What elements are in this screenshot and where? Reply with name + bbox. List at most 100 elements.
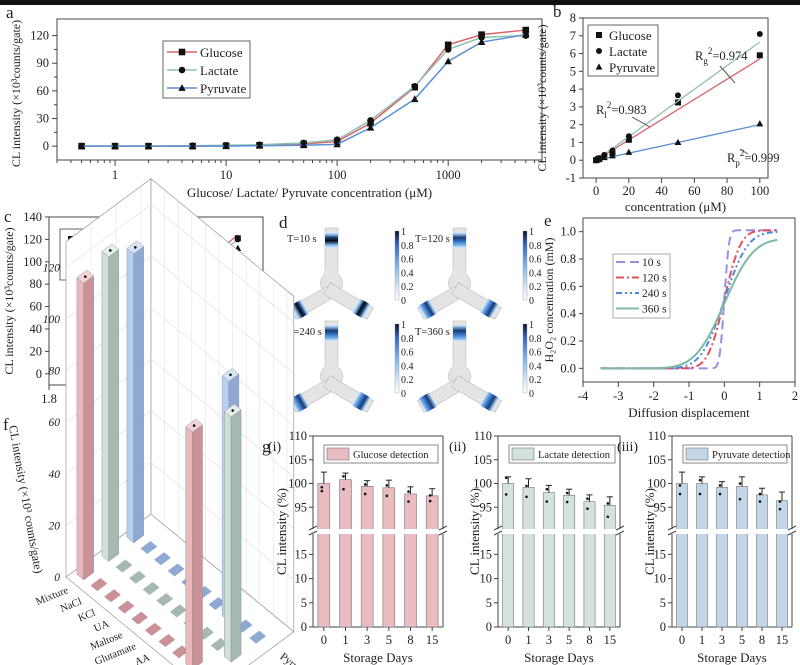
y-tick-label: 80 (30, 277, 43, 291)
bar-base (90, 578, 108, 592)
bar-base (169, 604, 187, 618)
y-tick-label: 30 (37, 112, 50, 126)
replicate-point (407, 500, 410, 503)
superscript: 2 (607, 100, 612, 110)
replicate-point (545, 500, 549, 503)
y-tick-label: 100 (473, 477, 492, 491)
colorbar-tick-label: 0.6 (401, 255, 414, 266)
y-tick-label: 95 (480, 500, 493, 514)
bar-lactate-lactate (223, 403, 242, 663)
z-tick-label: 80 (49, 366, 61, 378)
annotation-leader (631, 116, 651, 128)
bar (542, 492, 555, 628)
y-axis-label: CL intensity (×10³counts/gate) (9, 20, 23, 167)
y-tick-label: 0 (43, 139, 49, 153)
y-axis-label: CL intensity (×10³counts/gate) (535, 24, 549, 171)
y-tick-label: 10 (295, 572, 308, 586)
data-point (756, 31, 763, 37)
bar-lactate-ua (142, 581, 160, 595)
snapshot-time-label: T=240 s (287, 327, 322, 338)
x-axis-label: Storage Days (524, 650, 594, 665)
legend-marker (178, 84, 186, 91)
y-tick-label: 8 (570, 11, 576, 25)
r-squared-annotation: Rg2=0.974 (695, 46, 748, 66)
axis-break-mark (615, 525, 625, 531)
y-tick-label: -1 (566, 171, 576, 185)
series-line (81, 29, 526, 147)
r-squared-value: =0.999 (744, 151, 779, 165)
x-tick-label: 0 (321, 633, 327, 647)
y-tick-label: 120 (23, 232, 42, 246)
y-tick-label: 0.8 (560, 252, 576, 266)
annotation-leader (739, 148, 749, 155)
bar (676, 483, 688, 628)
axis-break-mark (615, 530, 625, 536)
x-tick-label: 100 (750, 184, 769, 198)
x-tick-label: -4 (578, 389, 589, 403)
data-point (478, 34, 485, 41)
bar-side-face (83, 275, 94, 581)
colorbar-tick-label: 0.8 (401, 241, 414, 252)
x-tick-label: 1 (112, 168, 118, 182)
bar-base (249, 630, 267, 644)
colorbar-tick-label: 0 (401, 296, 406, 307)
x-tick-label: 1 (342, 633, 348, 647)
y-tick-label: 100 (647, 477, 666, 491)
bar-glucose-aa (158, 634, 176, 648)
snapshot-time-label: T=360 s (415, 327, 450, 338)
y-tick-label: 5 (301, 596, 307, 610)
data-point (444, 46, 452, 53)
y-tick-label: 1 (570, 135, 576, 149)
replicate-point (586, 507, 589, 510)
bar-base (129, 570, 146, 584)
colorbar-scale (522, 230, 528, 301)
r-squared-value: =0.983 (611, 103, 646, 117)
data-point (300, 141, 308, 149)
legend-marker (178, 48, 186, 56)
legend: 10 s 120 s 240 s 360 s (612, 253, 671, 319)
concentration-band-right (479, 391, 500, 412)
bar-base (140, 541, 158, 555)
replicate-point (606, 515, 610, 519)
y-axis-label: CL intensity (%) (642, 488, 657, 575)
bar (696, 483, 708, 628)
y-tick-label: 1.0 (560, 225, 576, 239)
replicate-point (385, 494, 389, 498)
y-tick-label: 110 (289, 429, 307, 443)
legend-frame (682, 444, 788, 464)
fit-line (595, 58, 761, 161)
legend-label: 360 s (642, 304, 667, 316)
panel-label: e (544, 211, 552, 230)
x-axis-label: Glucose/ Lactate/ Pyruvate concentration… (187, 185, 432, 200)
data-point (367, 117, 374, 124)
r-squared-value: =0.974 (712, 49, 748, 63)
series-line (81, 33, 526, 147)
colorbar-tick-label: 0.4 (529, 361, 542, 372)
series-axis-label: Pyruvate (278, 651, 316, 665)
error-dot (192, 424, 196, 427)
subscript: l (604, 110, 607, 120)
bar-front-face (126, 247, 134, 544)
replicate-point (778, 507, 782, 511)
bar-pyruvate-kcl (154, 552, 171, 566)
bar (542, 484, 555, 628)
x-axis-label: Storage Days (343, 650, 413, 665)
replicate-point (428, 494, 432, 497)
data-point (674, 138, 682, 146)
r-squared-annotation: Rp2=0.999 (727, 148, 780, 168)
y-tick-label: 100 (23, 255, 42, 269)
replicate-point (698, 478, 702, 482)
sub-panel-label: (i) (268, 440, 282, 455)
category-label: KCl (77, 608, 97, 625)
data-point (411, 95, 419, 103)
legend-label: Lactate (609, 44, 647, 59)
series-line (81, 34, 526, 147)
bar (583, 494, 596, 628)
axes-frame (582, 17, 769, 179)
axes-frame (56, 18, 543, 161)
data-point (625, 136, 632, 143)
x-tick-label: 2 (792, 389, 798, 403)
